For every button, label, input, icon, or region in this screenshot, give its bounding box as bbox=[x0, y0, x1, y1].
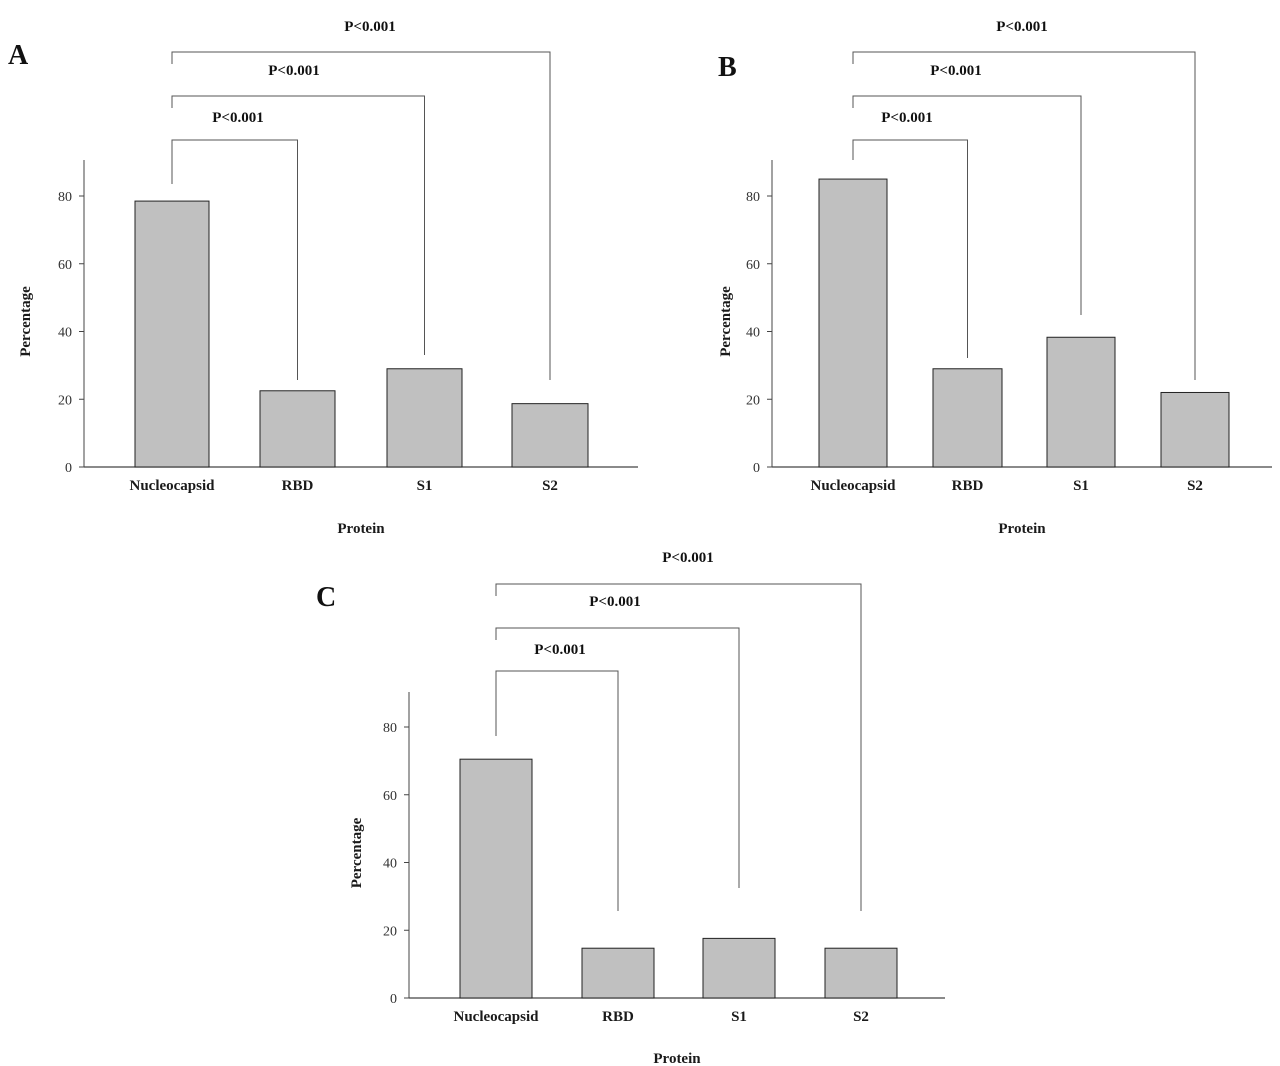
x-tick-label: RBD bbox=[952, 478, 984, 494]
bar bbox=[134, 200, 210, 468]
bar bbox=[581, 947, 655, 999]
y-tick-label: 20 bbox=[746, 393, 760, 408]
y-tick-label: 0 bbox=[65, 461, 72, 476]
bar bbox=[459, 758, 533, 999]
chart-panel-c: C 0 20 40 60 80 Nucleocapsid RBD S1 S2 Protein Perc… bbox=[316, 550, 945, 1066]
y-tick-label: 20 bbox=[383, 924, 397, 939]
x-tick-label: RBD bbox=[602, 1009, 634, 1025]
bar bbox=[511, 403, 589, 468]
y-tick-label: 40 bbox=[383, 857, 397, 872]
y-axis-title: Percentage bbox=[18, 286, 34, 357]
x-tick-label: S2 bbox=[542, 478, 558, 494]
y-axis-title: Percentage bbox=[718, 286, 734, 357]
y-axis-title: Percentage bbox=[349, 817, 365, 888]
x-tick-label: S1 bbox=[417, 478, 433, 494]
p-value-label: P<0.001 bbox=[589, 594, 640, 610]
significance-bracket bbox=[852, 51, 1196, 380]
y-tick-label: 40 bbox=[58, 326, 72, 341]
bar bbox=[1046, 336, 1116, 468]
y-tick-label: 80 bbox=[58, 190, 72, 205]
panel-letter: C bbox=[316, 582, 336, 613]
p-value-label: P<0.001 bbox=[930, 63, 981, 79]
p-value-label: P<0.001 bbox=[212, 110, 263, 126]
bar bbox=[386, 368, 463, 468]
y-tick-label: 80 bbox=[383, 721, 397, 736]
bar bbox=[259, 390, 336, 468]
significance-bracket bbox=[495, 627, 740, 888]
x-tick-label: Nucleocapsid bbox=[453, 1009, 539, 1025]
y-tick-label: 20 bbox=[58, 393, 72, 408]
bar bbox=[818, 178, 888, 468]
bar bbox=[702, 937, 776, 999]
x-tick-label: Nucleocapsid bbox=[129, 478, 215, 494]
x-axis-title: Protein bbox=[337, 521, 385, 537]
p-value-label: P<0.001 bbox=[534, 642, 585, 658]
significance-bracket bbox=[171, 139, 298, 380]
y-tick-label: 0 bbox=[390, 992, 397, 1007]
significance-bracket bbox=[495, 670, 619, 911]
y-tick-label: 60 bbox=[58, 258, 72, 273]
x-axis-title: Protein bbox=[998, 521, 1046, 537]
x-tick-label: S2 bbox=[1187, 478, 1203, 494]
bar bbox=[824, 947, 898, 999]
significance-bracket bbox=[852, 95, 1082, 315]
bar bbox=[932, 368, 1003, 468]
panel-letter: A bbox=[8, 40, 29, 71]
chart-panel-b: B 0 20 40 60 80 Nucleocapsid RBD S1 S2 Protein Perc… bbox=[718, 19, 1272, 537]
bar bbox=[1160, 391, 1230, 468]
significance-bracket bbox=[171, 51, 551, 380]
x-tick-label: RBD bbox=[282, 478, 314, 494]
significance-bracket bbox=[495, 583, 862, 911]
y-tick-label: 0 bbox=[753, 461, 760, 476]
y-tick-label: 80 bbox=[746, 190, 760, 205]
y-tick-label: 40 bbox=[746, 326, 760, 341]
x-tick-label: S2 bbox=[853, 1009, 869, 1025]
x-tick-label: S1 bbox=[731, 1009, 747, 1025]
panel-letter: B bbox=[718, 52, 737, 83]
p-value-label: P<0.001 bbox=[662, 550, 713, 566]
p-value-label: P<0.001 bbox=[344, 19, 395, 35]
p-value-label: P<0.001 bbox=[881, 110, 932, 126]
p-value-label: P<0.001 bbox=[268, 63, 319, 79]
significance-bracket bbox=[171, 95, 425, 355]
y-tick-label: 60 bbox=[746, 258, 760, 273]
x-tick-label: S1 bbox=[1073, 478, 1089, 494]
x-axis-title: Protein bbox=[653, 1051, 701, 1066]
x-tick-label: Nucleocapsid bbox=[810, 478, 896, 494]
significance-bracket bbox=[852, 139, 968, 358]
p-value-label: P<0.001 bbox=[996, 19, 1047, 35]
y-tick-label: 60 bbox=[383, 789, 397, 804]
chart-panel-a: A 0 20 40 60 80 Nucleocapsid RBD S1 S2 Protein Perc… bbox=[8, 19, 638, 537]
